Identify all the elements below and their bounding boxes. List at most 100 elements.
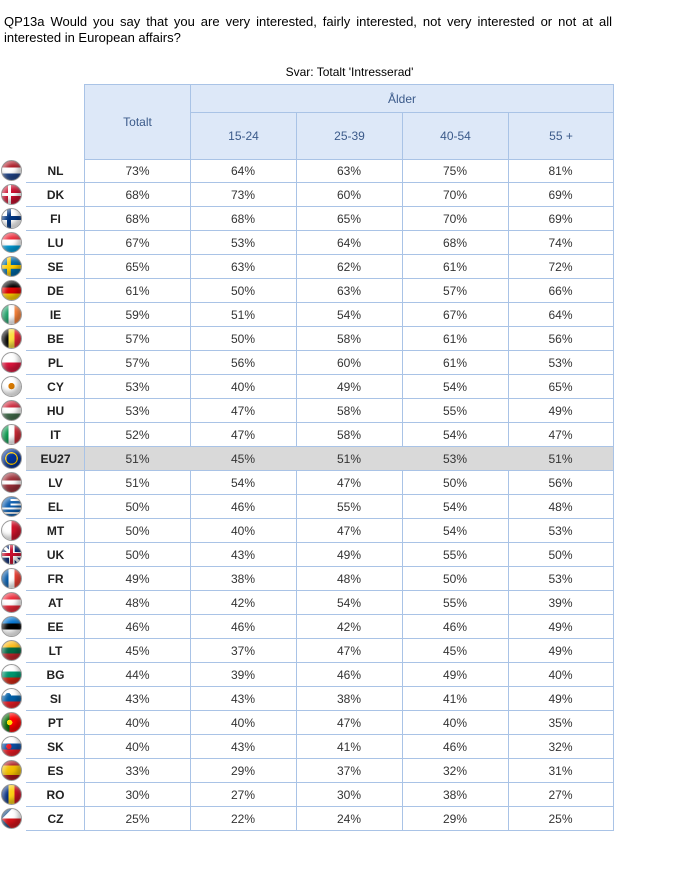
country-code: SE (26, 255, 85, 279)
country-code: BE (26, 327, 85, 351)
cell-age-15-24: 27% (190, 783, 297, 807)
cell-age-40-54: 54% (402, 495, 509, 519)
cell-age-40-54: 70% (402, 207, 509, 231)
cell-age-25-39: 47% (296, 711, 403, 735)
cell-age-15-24: 43% (190, 735, 297, 759)
flag-portugal-icon (1, 712, 22, 733)
cell-age-40-54: 50% (402, 567, 509, 591)
cell-age-40-54: 55% (402, 591, 509, 615)
header-age-15-24: 15-24 (190, 112, 297, 160)
cell-age-15-24: 46% (190, 495, 297, 519)
country-code: FR (26, 567, 85, 591)
cell-age-55-plus: 50% (508, 543, 614, 567)
cell-age-40-54: 68% (402, 231, 509, 255)
cell-total: 65% (84, 255, 191, 279)
flag-germany-icon (1, 280, 22, 301)
cell-age-25-39: 54% (296, 591, 403, 615)
cell-age-55-plus: 56% (508, 327, 614, 351)
flag-uk-icon (1, 544, 22, 565)
cell-age-25-39: 58% (296, 327, 403, 351)
table-row: SK 40% 43% 41% 46% 32% (0, 735, 614, 759)
cell-total: 51% (84, 471, 191, 495)
flag-eu-icon (1, 448, 22, 469)
cell-age-55-plus: 39% (508, 591, 614, 615)
cell-age-15-24: 50% (190, 279, 297, 303)
flag-slovenia-icon (1, 688, 22, 709)
table-row: CZ 25% 22% 24% 29% 25% (0, 807, 614, 831)
cell-age-15-24: 38% (190, 567, 297, 591)
cell-total: 46% (84, 615, 191, 639)
country-code: LV (26, 471, 85, 495)
cell-age-40-54: 54% (402, 423, 509, 447)
flag-lithuania-icon (1, 640, 22, 661)
cell-age-15-24: 45% (190, 447, 297, 471)
cell-age-55-plus: 32% (508, 735, 614, 759)
cell-age-25-39: 64% (296, 231, 403, 255)
question-text: QP13a Would you say that you are very in… (4, 14, 612, 45)
table-subtitle: Svar: Totalt 'Intresserad' (285, 65, 414, 79)
cell-age-40-54: 61% (402, 351, 509, 375)
flag-netherlands-icon (1, 160, 22, 181)
country-code: LU (26, 231, 85, 255)
country-code: PL (26, 351, 85, 375)
cell-age-25-39: 62% (296, 255, 403, 279)
cell-total: 50% (84, 543, 191, 567)
flag-denmark-icon (1, 184, 22, 205)
cell-total: 57% (84, 351, 191, 375)
cell-age-25-39: 47% (296, 471, 403, 495)
cell-age-40-54: 54% (402, 375, 509, 399)
cell-age-55-plus: 53% (508, 567, 614, 591)
cell-age-40-54: 46% (402, 615, 509, 639)
table-row: NL 73% 64% 63% 75% 81% (0, 159, 614, 183)
country-code: IT (26, 423, 85, 447)
cell-age-55-plus: 48% (508, 495, 614, 519)
table-row: AT 48% 42% 54% 55% 39% (0, 591, 614, 615)
table-row: FI 68% 68% 65% 70% 69% (0, 207, 614, 231)
flag-sweden-icon (1, 256, 22, 277)
cell-age-15-24: 39% (190, 663, 297, 687)
cell-age-15-24: 68% (190, 207, 297, 231)
cell-total: 53% (84, 375, 191, 399)
cell-age-40-54: 57% (402, 279, 509, 303)
cell-age-55-plus: 35% (508, 711, 614, 735)
cell-total: 52% (84, 423, 191, 447)
cell-age-40-54: 55% (402, 399, 509, 423)
flag-italy-icon (1, 424, 22, 445)
table-row: SI 43% 43% 38% 41% 49% (0, 687, 614, 711)
cell-age-25-39: 55% (296, 495, 403, 519)
cell-total: 73% (84, 159, 191, 183)
cell-age-55-plus: 40% (508, 663, 614, 687)
cell-age-55-plus: 69% (508, 183, 614, 207)
cell-age-15-24: 47% (190, 423, 297, 447)
cell-age-15-24: 47% (190, 399, 297, 423)
cell-total: 50% (84, 495, 191, 519)
cell-age-55-plus: 51% (508, 447, 614, 471)
country-code: EE (26, 615, 85, 639)
cell-age-40-54: 40% (402, 711, 509, 735)
table-row: IT 52% 47% 58% 54% 47% (0, 423, 614, 447)
country-code: AT (26, 591, 85, 615)
table-row: IE 59% 51% 54% 67% 64% (0, 303, 614, 327)
header-age-25-39: 25-39 (296, 112, 403, 160)
cell-age-40-54: 75% (402, 159, 509, 183)
cell-age-15-24: 43% (190, 543, 297, 567)
cell-age-15-24: 22% (190, 807, 297, 831)
table-row: ES 33% 29% 37% 32% 31% (0, 759, 614, 783)
cell-age-25-39: 47% (296, 519, 403, 543)
cell-age-15-24: 43% (190, 687, 297, 711)
table-row: EU27 51% 45% 51% 53% 51% (0, 447, 614, 471)
cell-total: 51% (84, 447, 191, 471)
cell-age-40-54: 61% (402, 327, 509, 351)
table-row: BG 44% 39% 46% 49% 40% (0, 663, 614, 687)
cell-age-40-54: 32% (402, 759, 509, 783)
cell-age-55-plus: 49% (508, 639, 614, 663)
cell-total: 67% (84, 231, 191, 255)
country-code: LT (26, 639, 85, 663)
cell-total: 33% (84, 759, 191, 783)
cell-age-15-24: 40% (190, 519, 297, 543)
country-code: FI (26, 207, 85, 231)
flag-belgium-icon (1, 328, 22, 349)
cell-total: 43% (84, 687, 191, 711)
cell-age-25-39: 65% (296, 207, 403, 231)
cell-age-15-24: 40% (190, 375, 297, 399)
